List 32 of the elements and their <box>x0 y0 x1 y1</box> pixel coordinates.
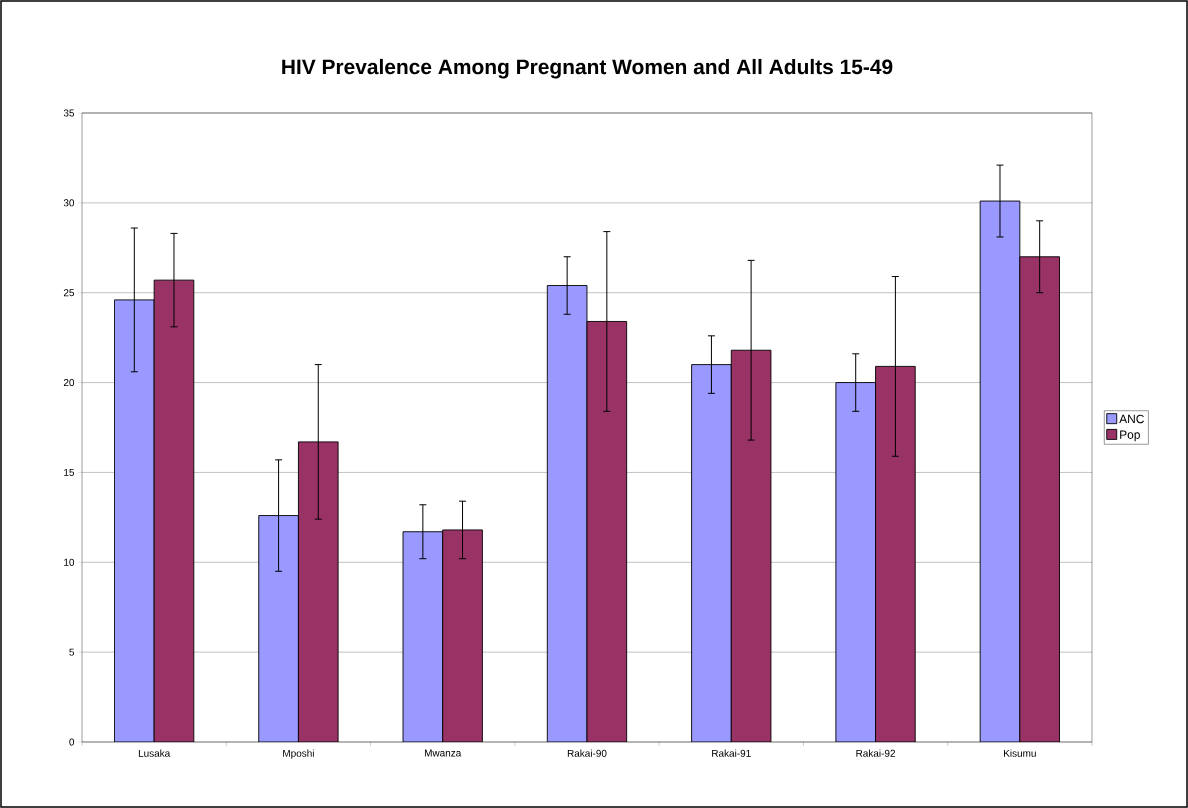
bar <box>835 382 876 742</box>
bar <box>297 441 339 742</box>
legend-label: ANC <box>1119 414 1144 424</box>
chart-title: HIV Prevalence Among Pregnant Women and All Adults 15-49 <box>282 58 893 79</box>
bar <box>691 364 732 742</box>
bar <box>875 365 916 742</box>
y-tick-label: 5 <box>69 648 75 656</box>
y-tick-label: 30 <box>63 199 75 207</box>
x-tick-label: Rakai-90 <box>567 749 607 757</box>
y-tick-label: 10 <box>64 558 75 566</box>
x-tick-label: Lusaka <box>138 749 171 757</box>
y-tick-label: 25 <box>63 289 75 297</box>
y-tick-label: 20 <box>63 379 75 387</box>
bar <box>546 285 588 742</box>
bar <box>153 279 195 742</box>
bar <box>1019 256 1060 742</box>
x-tick-label: Mposhi <box>283 749 314 759</box>
x-tick-label: Rakai-91 <box>712 749 751 757</box>
bar <box>979 200 1021 742</box>
legend-label: Pop <box>1120 430 1140 442</box>
y-tick-label: 0 <box>69 738 75 746</box>
x-tick-label: Kisumu <box>1004 749 1036 757</box>
bar <box>442 529 483 742</box>
bar <box>258 515 299 742</box>
x-tick-label: Rakai-92 <box>856 749 895 757</box>
bar <box>586 321 628 742</box>
bar <box>730 349 772 742</box>
bar <box>402 531 444 742</box>
bar <box>114 299 155 742</box>
y-tick-label: 35 <box>63 109 75 117</box>
y-tick-label: 15 <box>64 468 75 476</box>
x-tick-label: Mwanza <box>424 749 462 757</box>
